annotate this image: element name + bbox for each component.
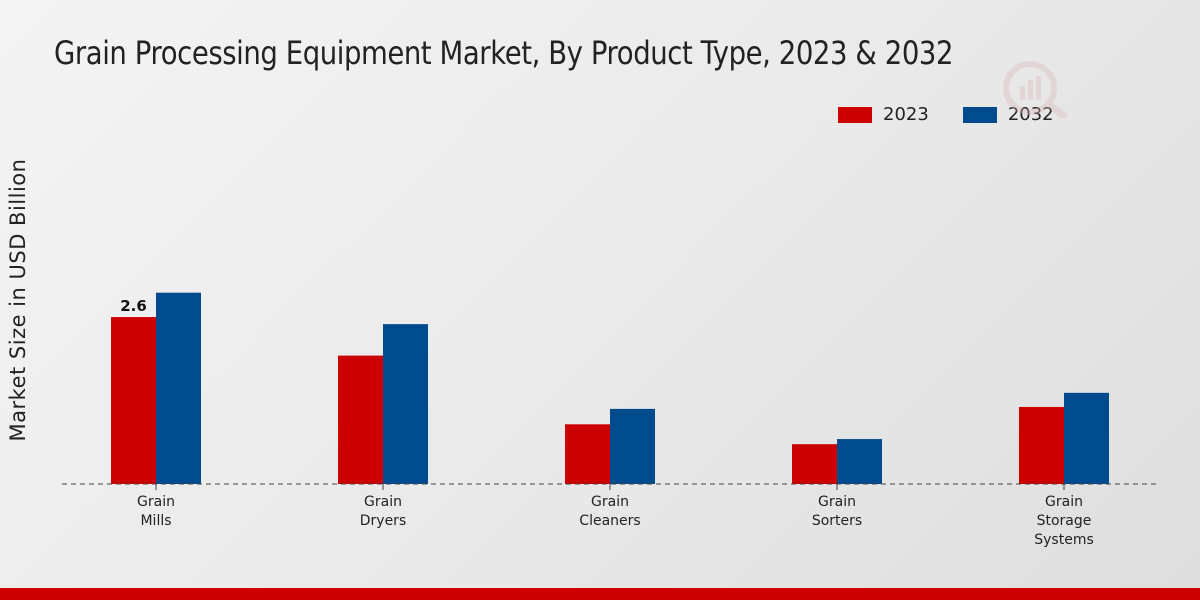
legend-item-2032: 2032 (962, 104, 1054, 125)
x-tick-label: Grain Cleaners (579, 494, 640, 529)
x-tick-label: Grain Mills (137, 494, 175, 529)
bar-2032-grain-storage-systems (1064, 392, 1109, 484)
legend: 2023 2032 (838, 104, 1088, 125)
bar-2023-grain-sorters (792, 444, 837, 484)
bar-2023-grain-cleaners (565, 424, 610, 484)
legend-label-2032: 2032 (1007, 104, 1054, 125)
legend-item-2023: 2023 (838, 104, 929, 125)
bar-2023-grain-dryers (338, 355, 383, 484)
bar-2032-grain-dryers (383, 324, 428, 484)
footer-bar (0, 588, 1200, 600)
legend-swatch-2023 (838, 106, 872, 123)
watermark-logo-icon (1003, 61, 1068, 118)
bar-2023-grain-storage-systems (1019, 406, 1064, 484)
bar-2023-grain-mills (111, 317, 156, 484)
legend-swatch-2032 (962, 106, 997, 123)
bar-2032-grain-mills (156, 292, 201, 484)
x-tick-label: Grain Sorters (812, 494, 862, 529)
legend-label-2023: 2023 (883, 104, 929, 125)
data-label: 2.6 (120, 297, 147, 315)
chart-title: Grain Processing Equipment Market, By Pr… (54, 34, 954, 72)
bar-2032-grain-sorters (837, 439, 882, 484)
x-tick-label: Grain Storage Systems (1034, 494, 1094, 548)
x-tick-label: Grain Dryers (360, 494, 406, 529)
bar-2032-grain-cleaners (610, 408, 655, 484)
